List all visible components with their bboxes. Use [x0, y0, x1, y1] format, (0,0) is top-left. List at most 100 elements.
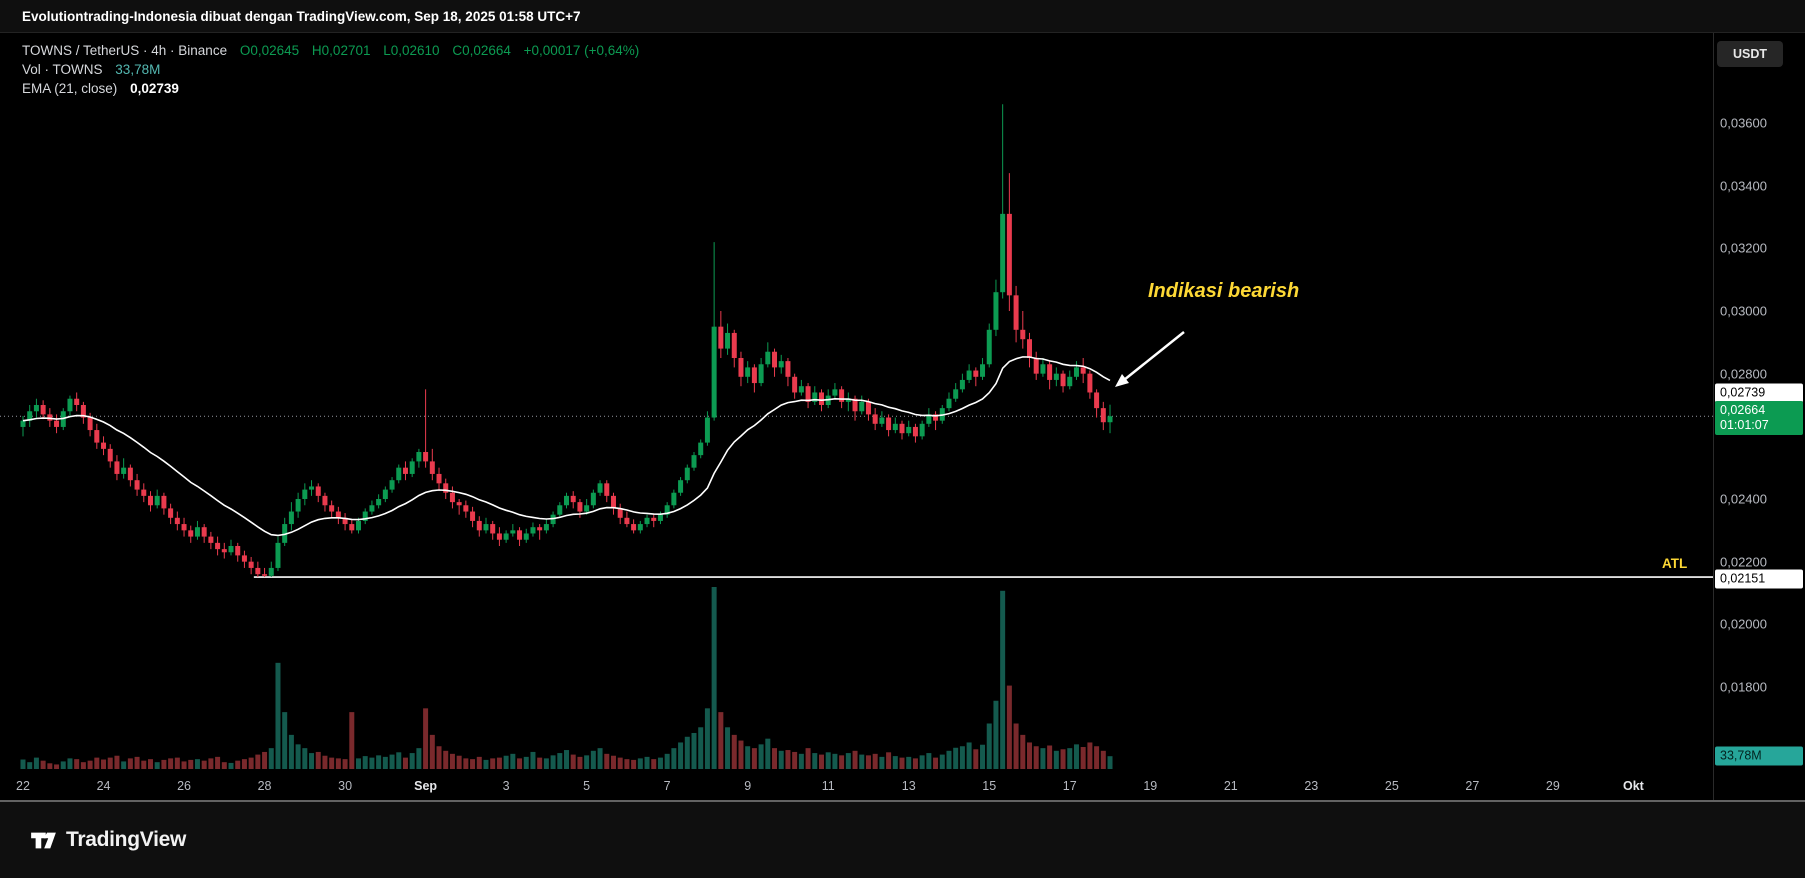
price-tick-label: 0,01800: [1720, 679, 1767, 695]
tradingview-logo[interactable]: TradingView: [30, 827, 186, 854]
price-tick-label: 0,02400: [1720, 491, 1767, 507]
volume-bar: [751, 748, 757, 769]
volume-bar: [986, 723, 992, 769]
candle-body: [792, 376, 798, 393]
volume-bar: [161, 759, 167, 769]
legend-volume-row[interactable]: Vol · TOWNS 33,78M: [22, 60, 639, 79]
volume-bar: [483, 759, 489, 769]
volume-bar: [1000, 590, 1006, 769]
candle-body: [87, 417, 93, 431]
candle-body: [1053, 373, 1059, 380]
candle-body: [389, 480, 395, 490]
volume-bar: [503, 755, 509, 769]
candle-body: [892, 423, 898, 431]
volume-bar: [147, 759, 153, 769]
price-axis[interactable]: USDT 0,02739 0,02664 01:01:07 0,02151 33…: [1713, 33, 1805, 800]
volume-bar: [530, 751, 536, 769]
volume-bar: [382, 756, 388, 769]
time-tick-label: 9: [744, 779, 752, 793]
time-tick-label: 30: [338, 779, 353, 793]
candle-body: [946, 398, 952, 409]
candle-body: [644, 517, 650, 525]
volume-bar: [678, 742, 684, 769]
volume-bar: [604, 753, 610, 769]
volume-bar: [376, 755, 382, 769]
volume-bar: [845, 753, 851, 769]
candle-body: [530, 527, 536, 534]
candle-body: [798, 386, 804, 393]
volume-bar: [980, 744, 986, 769]
volume-badge: 33,78M: [1715, 746, 1803, 766]
volume-label: Vol · TOWNS: [22, 62, 103, 77]
bearish-annotation-text[interactable]: Indikasi bearish: [1148, 280, 1300, 302]
atl-annotation-label[interactable]: ATL: [1662, 556, 1688, 572]
legend-symbol-row[interactable]: TOWNS / TetherUS · 4h · Binance O0,02645…: [22, 41, 639, 60]
candle-body: [476, 520, 482, 531]
candle-body: [698, 442, 704, 456]
candle-body: [121, 467, 127, 474]
volume-bar: [80, 762, 86, 769]
candle-body: [154, 495, 160, 506]
volume-bar: [1027, 742, 1032, 769]
volume-bar: [268, 748, 274, 769]
plot-svg[interactable]: [0, 33, 1805, 800]
candle-body: [859, 401, 865, 412]
volume-bar: [168, 758, 174, 769]
candle-body: [564, 495, 570, 506]
candle-body: [778, 361, 784, 368]
volume-bar: [704, 708, 710, 769]
time-tick-label: Sep: [414, 779, 438, 793]
ema-line[interactable]: [22, 356, 1111, 537]
ohlc-open: O0,02645: [239, 43, 300, 58]
candle-body: [584, 505, 590, 512]
candle-body: [986, 329, 992, 365]
volume-bar: [919, 755, 925, 769]
volume-bar: [865, 755, 871, 769]
chart-area[interactable]: TOWNS / TetherUS · 4h · Binance O0,02645…: [0, 33, 1805, 800]
candle-body: [577, 502, 583, 512]
candle-body: [906, 426, 912, 434]
volume-bar: [510, 753, 516, 769]
volume-bar: [825, 752, 831, 769]
candle-body: [335, 511, 341, 518]
candle-body: [604, 483, 610, 496]
volume-bar: [1013, 723, 1019, 769]
candle-body: [241, 555, 247, 562]
volume-bar: [973, 749, 979, 769]
price-tick-label: 0,02200: [1720, 554, 1767, 570]
bearish-arrow[interactable]: [1108, 326, 1200, 398]
volume-bar: [1087, 742, 1093, 769]
volume-bar: [570, 754, 576, 769]
candle-body: [181, 524, 187, 531]
volume-bar: [322, 755, 328, 769]
candle-body: [40, 405, 46, 415]
volume-bar: [423, 708, 429, 769]
candle-body: [174, 517, 180, 525]
candle-body: [879, 417, 885, 424]
candle-body: [295, 499, 301, 512]
candle-body: [443, 483, 449, 493]
currency-toggle-button[interactable]: USDT: [1717, 41, 1783, 67]
time-axis[interactable]: 22 24 26 28 30 Sep 3 5 7 9 11 13 15 17 19 21 23 25 27 29 Okt: [0, 770, 1713, 800]
volume-bar: [812, 753, 818, 769]
volume-bar: [517, 758, 523, 769]
volume-bar: [1047, 745, 1053, 769]
candle-body: [235, 546, 241, 556]
atl-price-badge: 0,02151: [1715, 569, 1803, 589]
legend-ema-row[interactable]: EMA (21, close) 0,02739: [22, 79, 639, 98]
ohlc-high: H0,02701: [311, 43, 371, 58]
time-tick-label: 11: [821, 779, 835, 793]
volume-bar: [745, 746, 751, 769]
time-tick-label: 27: [1465, 779, 1480, 793]
candle-body: [785, 361, 791, 377]
candle-body: [1067, 376, 1073, 387]
candle-body: [751, 367, 757, 384]
candle-body: [886, 417, 892, 431]
volume-bar: [725, 727, 731, 769]
volume-bar: [302, 748, 308, 769]
volume-bar: [537, 757, 543, 769]
candle-body: [147, 495, 153, 506]
volume-bar: [429, 734, 435, 769]
candle-body: [590, 492, 596, 506]
volume-bar: [959, 746, 965, 769]
